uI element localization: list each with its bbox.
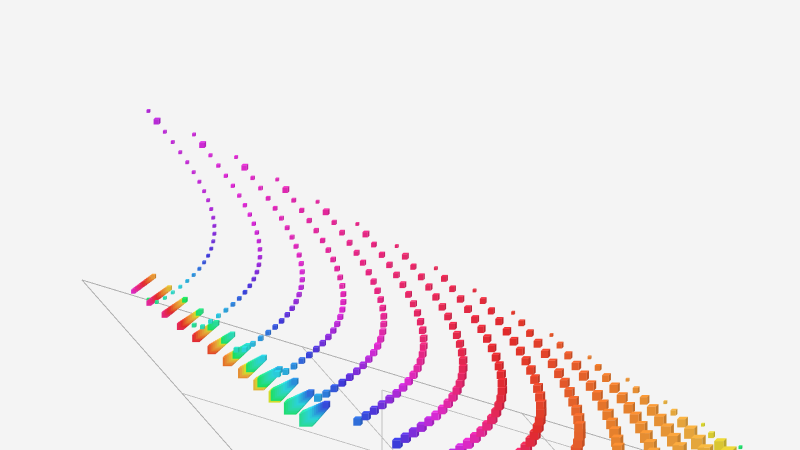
- figure-canvas[interactable]: [0, 0, 800, 450]
- axes-pane-grid: [81, 279, 645, 450]
